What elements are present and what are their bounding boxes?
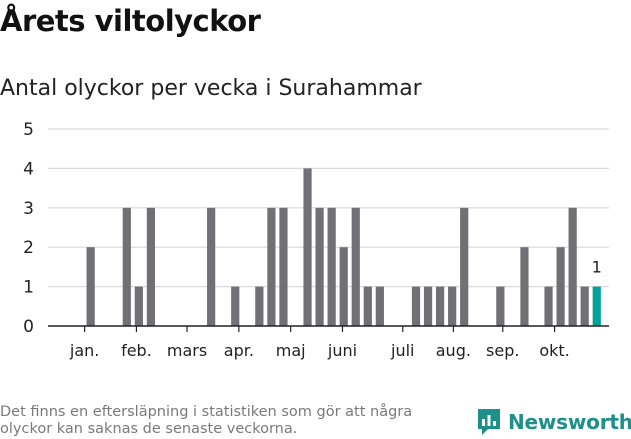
bar [568,207,577,326]
bar [303,168,312,326]
bar [556,247,565,326]
newsworthy-chart-bubble-icon [478,409,500,435]
x-tick-label: okt. [539,341,569,360]
bar [327,207,336,326]
x-axis: jan. feb. mars apr. maj juni juli aug. sep. okt. [48,325,609,360]
bars [86,168,601,326]
highlight-bar [592,286,601,326]
x-tick-label: maj [276,341,306,360]
brand-logo[interactable]: Newsworthy [476,406,631,438]
bar [423,286,433,326]
bar [146,207,155,326]
bar [267,207,276,326]
x-tick-label: mars [167,341,207,360]
bar [122,207,131,326]
bar [207,207,216,326]
bar-chart: 0 1 2 3 4 5 jan. feb. mars apr. maj juni juli aug. se… [23,120,609,360]
x-tick-label: aug. [436,341,471,360]
bar [375,286,384,326]
brand-name: Newsworthy [508,410,631,434]
data-labels: 1 [592,258,602,277]
y-tick-label: 4 [23,159,34,179]
bar [351,207,360,326]
y-tick-label: 3 [23,199,34,219]
bar [279,207,288,326]
bar [255,286,264,326]
bar [496,286,505,326]
x-tick-label: juni [327,341,357,360]
x-tick-label: feb. [121,341,152,360]
footnote: Det finns en eftersläpning i statistiken… [0,404,413,437]
bar [315,207,324,326]
y-tick-label: 1 [23,278,34,298]
bar [448,286,457,326]
bar [544,286,553,326]
bar [460,207,469,326]
y-tick-label: 2 [23,238,34,258]
y-tick-label: 0 [23,317,34,337]
bar [134,286,143,326]
bar [436,286,445,326]
x-tick-label: jan. [69,341,99,360]
chart-title: Årets viltolyckor [0,4,261,38]
bar [339,247,348,326]
y-axis-ticks: 0 1 2 3 4 5 [23,120,34,337]
bar [363,286,372,326]
bar [411,286,421,326]
bar [231,286,240,326]
x-tick-label: apr. [224,341,254,360]
bar [580,286,589,326]
y-tick-label: 5 [23,120,34,140]
bar [86,247,95,326]
bar [520,247,529,326]
data-label: 1 [592,258,602,277]
x-tick-label: juli [390,341,414,360]
chart-subtitle: Antal olyckor per vecka i Surahammar [0,76,422,101]
x-tick-label: sep. [486,341,519,360]
